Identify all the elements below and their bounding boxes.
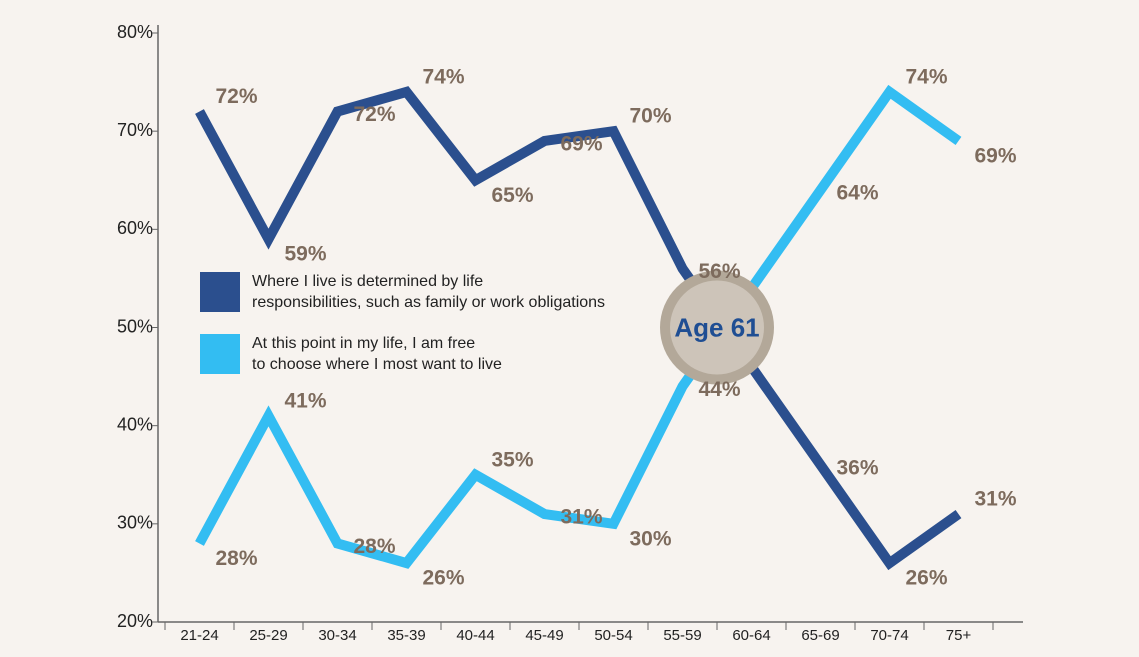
data-label: 35% <box>492 448 534 471</box>
x-tick-label: 21-24 <box>180 627 218 644</box>
data-label: 69% <box>975 145 1017 168</box>
y-tick-label: 50% <box>117 316 153 336</box>
x-tick-label: 25-29 <box>249 627 287 644</box>
legend-swatch <box>200 272 240 312</box>
data-label: 56% <box>699 260 741 283</box>
x-tick-label: 55-59 <box>663 627 701 644</box>
data-label: 30% <box>630 527 672 550</box>
x-tick-label: 75+ <box>946 627 972 644</box>
data-label: 59% <box>285 243 327 266</box>
data-label: 72% <box>354 103 396 126</box>
y-tick-label: 40% <box>117 414 153 434</box>
data-label: 64% <box>837 182 879 205</box>
data-label: 70% <box>630 105 672 128</box>
legend-label: Where I live is determined by life respon… <box>252 273 605 311</box>
data-label: 26% <box>906 567 948 590</box>
x-tick-label: 35-39 <box>387 627 425 644</box>
data-label: 65% <box>492 184 534 207</box>
data-label: 31% <box>561 506 603 529</box>
x-tick-label: 45-49 <box>525 627 563 644</box>
x-tick-label: 50-54 <box>594 627 632 644</box>
x-tick-label: 40-44 <box>456 627 494 644</box>
data-label: 28% <box>354 535 396 558</box>
annotation-circle <box>670 280 764 375</box>
legend-swatch <box>200 334 240 374</box>
data-label: 26% <box>423 567 465 590</box>
data-label: 74% <box>423 65 465 88</box>
y-tick-label: 60% <box>117 218 153 238</box>
y-tick-label: 70% <box>117 120 153 140</box>
x-tick-label: 60-64 <box>732 627 770 644</box>
data-label: 28% <box>216 547 258 570</box>
y-tick-label: 30% <box>117 513 153 533</box>
legend-label: At this point in my life, I am free to ch… <box>252 335 502 373</box>
series-line <box>195 86 962 571</box>
y-tick-label: 80% <box>117 22 153 42</box>
data-label: 44% <box>699 378 741 401</box>
data-label: 31% <box>975 488 1017 511</box>
x-tick-label: 70-74 <box>870 627 908 644</box>
data-label: 36% <box>837 456 879 479</box>
y-tick-label: 20% <box>117 611 153 631</box>
data-label: 72% <box>216 85 258 108</box>
x-tick-label: 65-69 <box>801 627 839 644</box>
annotation: Age 61 <box>674 312 759 342</box>
data-label: 69% <box>561 133 603 156</box>
x-tick-label: 30-34 <box>318 627 356 644</box>
data-label: 74% <box>906 65 948 88</box>
series-line <box>195 84 962 569</box>
data-label: 41% <box>285 389 327 412</box>
